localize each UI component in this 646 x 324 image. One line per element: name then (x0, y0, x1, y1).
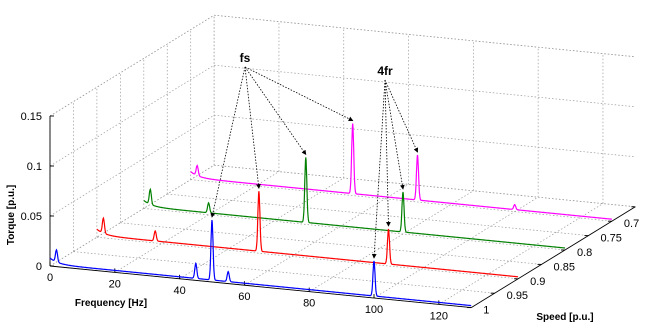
z-axis-title: Torque [p.u.] (6, 185, 17, 245)
grid-line (214, 114, 636, 158)
annotation-arrow (244, 66, 261, 189)
spectrum-trace-0.7 (190, 123, 612, 220)
grid-line (96, 236, 519, 280)
y-tick-label: 0.9 (530, 276, 545, 288)
x-axis-title: Frequency [Hz] (75, 298, 147, 309)
grid-line (167, 193, 589, 236)
grid-line (49, 14, 215, 117)
grid-line (179, 177, 344, 280)
annotation-arrow (244, 66, 307, 156)
grid-line (49, 114, 215, 217)
x-tick-label: 40 (173, 285, 185, 297)
y-tick-label: 0.85 (554, 261, 575, 273)
grid-line (214, 14, 636, 58)
y-axis-title: Speed [p.u.] (536, 312, 593, 323)
grid-line (49, 164, 215, 267)
z-tick-label: 0 (36, 261, 42, 273)
annotation-arrow (371, 79, 386, 259)
y-tick-label: 0.8 (577, 247, 592, 259)
annotation-arrow (384, 79, 391, 227)
grid-line (214, 64, 636, 108)
grid-line (143, 208, 566, 251)
grid-line (190, 179, 612, 222)
annotation-4fr: 4fr (377, 64, 393, 78)
spectrum-trace-1 (49, 219, 472, 307)
annotation-arrow (244, 66, 354, 121)
grid-line (244, 184, 409, 286)
grid-line (73, 251, 495, 294)
grid-line (120, 222, 542, 265)
annotation-arrow (384, 79, 419, 153)
grid-line (114, 171, 280, 273)
z-tick-label: 0.15 (21, 111, 42, 123)
y-tick-label: 0.7 (624, 218, 639, 230)
spectrum-trace-0.9 (96, 191, 519, 278)
x-tick-label: 0 (47, 272, 53, 284)
z-tick-label: 0.1 (27, 161, 42, 173)
grid-line (438, 203, 604, 305)
z-tick-label: 0.05 (21, 211, 42, 223)
grid-line (214, 164, 636, 208)
x-tick-label: 20 (109, 278, 121, 290)
grid-line (309, 190, 474, 292)
y-tick-label: 1 (483, 305, 489, 317)
x-tick-label: 100 (365, 304, 383, 316)
grid-line (373, 196, 539, 299)
annotation-fs: fs (240, 51, 251, 65)
x-tick-label: 60 (238, 291, 250, 303)
annotation-arrow (384, 79, 405, 190)
y-axis-line (470, 206, 636, 308)
x-tick-label: 80 (303, 298, 315, 310)
annotation-arrow (210, 66, 246, 218)
y-tick-label: 0.95 (507, 290, 528, 302)
x-axis-line (49, 265, 472, 309)
grid-line (49, 64, 215, 167)
x-tick-label: 120 (430, 310, 448, 322)
y-tick-label: 0.75 (600, 233, 621, 245)
